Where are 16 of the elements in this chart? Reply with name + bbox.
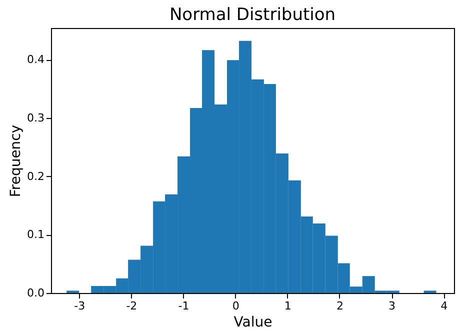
y-tick-label: 0.4 [27,53,44,66]
x-tick-label: -2 [126,300,138,312]
x-tick-label: 0 [232,300,240,312]
chart-title: Normal Distribution [169,5,336,25]
y-tick-label: 0.0 [27,286,44,300]
x-tick-label: 2 [336,300,344,312]
y-tick-label: 0.1 [27,228,44,242]
x-tick-label: -1 [178,300,190,312]
y-axis-title: Frequency [8,124,24,198]
x-tick-label: 1 [284,300,292,312]
x-tick-label: -3 [74,300,86,312]
x-tick-label: 4 [440,300,448,312]
y-tick-label: 0.2 [27,170,44,183]
x-axis-title: Value [234,314,272,330]
x-tick-label: 3 [388,300,396,312]
y-tick-label: 0.3 [27,111,44,124]
